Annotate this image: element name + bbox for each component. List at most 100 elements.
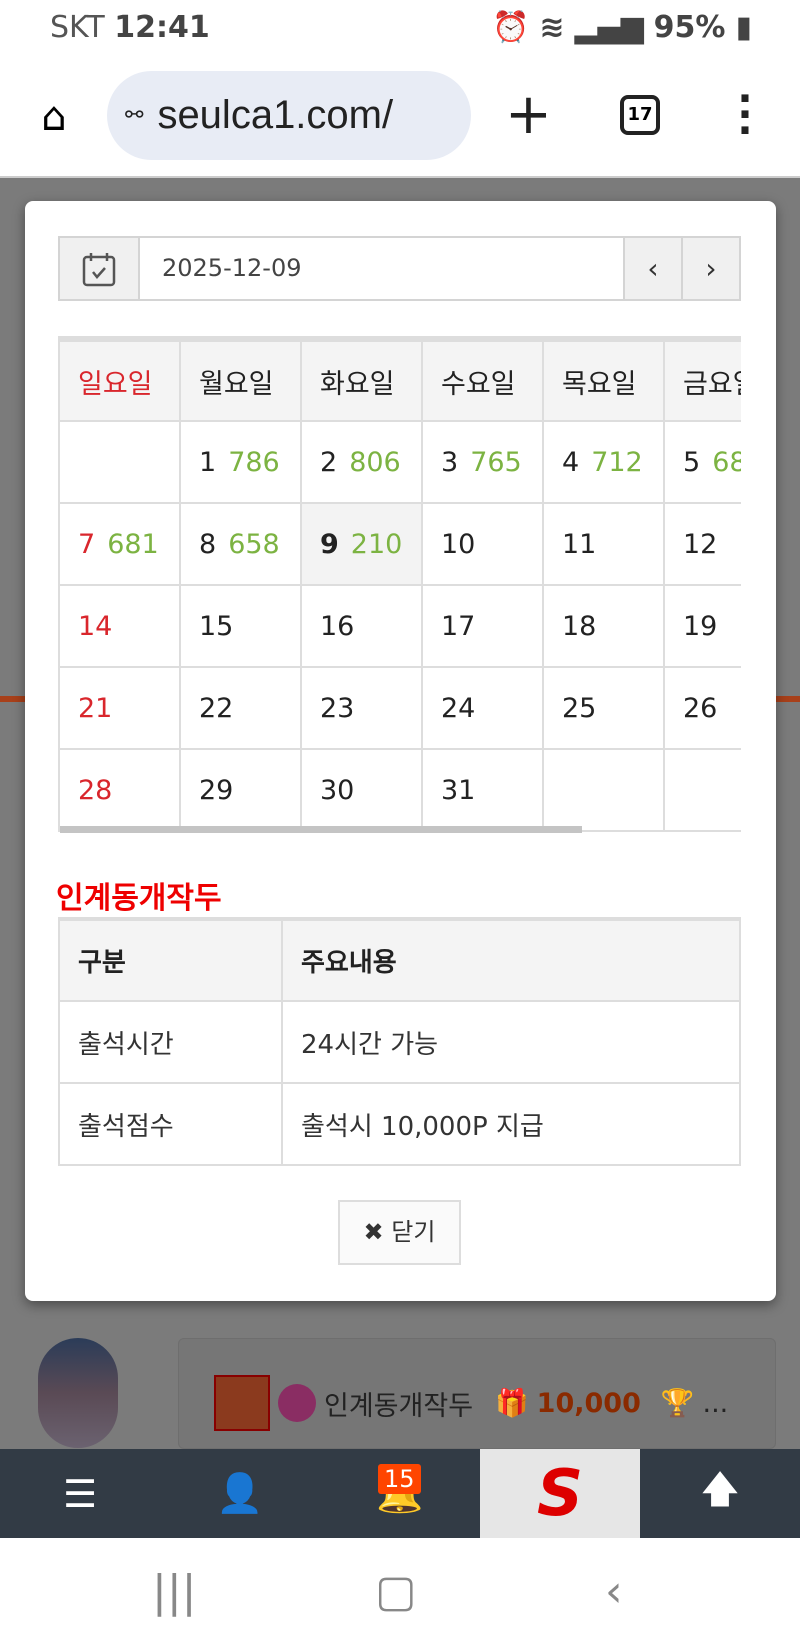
calendar-day[interactable]: 16 xyxy=(300,584,423,668)
calendar-day[interactable]: 22 xyxy=(179,666,302,750)
next-month-button[interactable]: › xyxy=(681,238,739,299)
calendar-day xyxy=(58,420,181,504)
day-number: 29 xyxy=(199,774,234,806)
calendar: 일요일월요일화요일수요일목요일금요일1786280637654712568768… xyxy=(58,336,741,833)
attendance-modal: 2025-12-09 ‹ › 일요일월요일화요일수요일목요일금요일1786280… xyxy=(25,201,776,1301)
calendar-icon[interactable] xyxy=(60,238,140,299)
day-number: 11 xyxy=(562,528,597,560)
attendance-count: 681 xyxy=(107,528,159,560)
calendar-day[interactable]: 5 68 xyxy=(663,420,741,504)
date-input[interactable]: 2025-12-09 xyxy=(162,254,302,282)
weekday-4: 목요일 xyxy=(542,340,665,422)
calendar-day[interactable]: 12 xyxy=(663,502,741,586)
more-menu-icon[interactable]: · · · xyxy=(737,76,753,154)
home-button-icon[interactable]: ▢ xyxy=(375,1566,417,1617)
carrier: SKT xyxy=(50,10,105,45)
calendar-day[interactable]: 28 xyxy=(58,748,181,832)
avatar[interactable] xyxy=(38,1338,118,1448)
user-icon[interactable]: 👤 xyxy=(216,1471,264,1515)
alarm-icon: ⏰ xyxy=(491,10,530,45)
calendar-day[interactable]: 24 xyxy=(421,666,544,750)
home-icon[interactable]: ⌂ xyxy=(41,94,67,140)
day-number: 5 xyxy=(683,446,701,478)
section-title: 인계동개작두 xyxy=(56,881,222,916)
calendar-day[interactable]: 9 210 xyxy=(300,502,423,586)
table-row: 출석점수 출석시 10,000P 지급 xyxy=(58,1082,741,1166)
username[interactable]: 인계동개작두 xyxy=(324,1390,474,1422)
calendar-day[interactable]: 17 xyxy=(421,584,544,668)
attendance-count: 210 xyxy=(350,528,403,560)
weekday-header: 일요일월요일화요일수요일목요일금요일 xyxy=(58,340,741,422)
calendar-day[interactable]: 8 658 xyxy=(179,502,302,586)
day-number: 25 xyxy=(562,692,597,724)
calendar-day[interactable]: 4 712 xyxy=(542,420,665,504)
gift-icon: 🎁 xyxy=(495,1388,529,1419)
weekday-1: 월요일 xyxy=(179,340,302,422)
day-number: 31 xyxy=(441,774,476,806)
weekday-3: 수요일 xyxy=(421,340,544,422)
back-icon[interactable]: ‹ xyxy=(605,1566,623,1617)
day-number: 16 xyxy=(320,610,355,642)
new-tab-button[interactable]: + xyxy=(505,82,552,147)
tab-switcher-button[interactable]: 17 xyxy=(620,95,660,135)
recent-apps-icon[interactable]: ||| xyxy=(152,1566,197,1617)
header-cell: 주요내용 xyxy=(281,918,741,1002)
attendance-count: 712 xyxy=(591,446,643,478)
day-number: 23 xyxy=(320,692,355,724)
url-text: seulca1.com/ xyxy=(157,93,394,137)
scroll-top-arrow-icon[interactable]: 🡅 xyxy=(700,1467,740,1511)
cell: 24시간 가능 xyxy=(281,1000,741,1084)
day-number: 28 xyxy=(78,774,113,806)
cell: 출석시간 xyxy=(58,1000,283,1084)
weekday-2: 화요일 xyxy=(300,340,423,422)
attendance-count: 765 xyxy=(470,446,522,478)
calendar-day xyxy=(542,748,665,832)
calendar-day[interactable]: 1 786 xyxy=(179,420,302,504)
calendar-day[interactable]: 31 xyxy=(421,748,544,832)
user-comment: 인계동개작두 🎁 10,000 🏆... xyxy=(178,1338,776,1449)
calendar-day[interactable]: 19 xyxy=(663,584,741,668)
more-text: ... xyxy=(702,1387,729,1419)
calendar-day[interactable]: 29 xyxy=(179,748,302,832)
day-number: 1 xyxy=(199,446,217,478)
day-number: 24 xyxy=(441,692,476,724)
calendar-day[interactable]: 7 681 xyxy=(58,502,181,586)
day-number: 9 xyxy=(320,528,339,560)
calendar-day[interactable]: 21 xyxy=(58,666,181,750)
calendar-day[interactable]: 11 xyxy=(542,502,665,586)
calendar-day[interactable]: 18 xyxy=(542,584,665,668)
calendar-day[interactable]: 10 xyxy=(421,502,544,586)
attendance-count: 786 xyxy=(228,446,280,478)
info-table: 구분 주요내용 출석시간 24시간 가능 출석점수 출석시 10,000P 지급 xyxy=(58,917,741,1166)
calendar-day[interactable]: 25 xyxy=(542,666,665,750)
table-row: 출석시간 24시간 가능 xyxy=(58,1000,741,1084)
attendance-count: 658 xyxy=(228,528,280,560)
calendar-day[interactable]: 26 xyxy=(663,666,741,750)
browser-toolbar: ⌂ ⚯ seulca1.com/ + 17 · · · xyxy=(0,55,800,178)
calendar-day[interactable]: 15 xyxy=(179,584,302,668)
day-number: 8 xyxy=(199,528,217,560)
site-settings-icon[interactable]: ⚯ xyxy=(125,103,144,128)
close-button[interactable]: ✖ 닫기 xyxy=(338,1200,461,1265)
calendar-week: 7 681 8 658 9 210 10 11 12 xyxy=(58,502,741,586)
notification-badge: 15 xyxy=(378,1464,421,1494)
address-bar[interactable]: ⚯ seulca1.com/ xyxy=(107,71,471,160)
horizontal-scrollbar[interactable] xyxy=(60,826,582,833)
level-medal-icon xyxy=(214,1375,270,1431)
day-number: 22 xyxy=(199,692,234,724)
calendar-day[interactable]: 2 806 xyxy=(300,420,423,504)
system-nav: ||| ▢ ‹ xyxy=(0,1538,800,1645)
calendar-day[interactable]: 14 xyxy=(58,584,181,668)
site-logo-button[interactable]: S xyxy=(480,1449,640,1538)
day-number: 17 xyxy=(441,610,476,642)
day-number: 2 xyxy=(320,446,338,478)
calendar-day[interactable]: 23 xyxy=(300,666,423,750)
hamburger-menu-icon[interactable]: ☰ xyxy=(62,1471,98,1516)
day-number: 21 xyxy=(78,692,113,724)
calendar-day[interactable]: 30 xyxy=(300,748,423,832)
close-label: 닫기 xyxy=(391,1218,436,1246)
bell-icon[interactable]: 🔔15 xyxy=(320,1449,480,1538)
weekday-5: 금요일 xyxy=(663,340,741,422)
prev-month-button[interactable]: ‹ xyxy=(623,238,681,299)
calendar-day[interactable]: 3 765 xyxy=(421,420,544,504)
